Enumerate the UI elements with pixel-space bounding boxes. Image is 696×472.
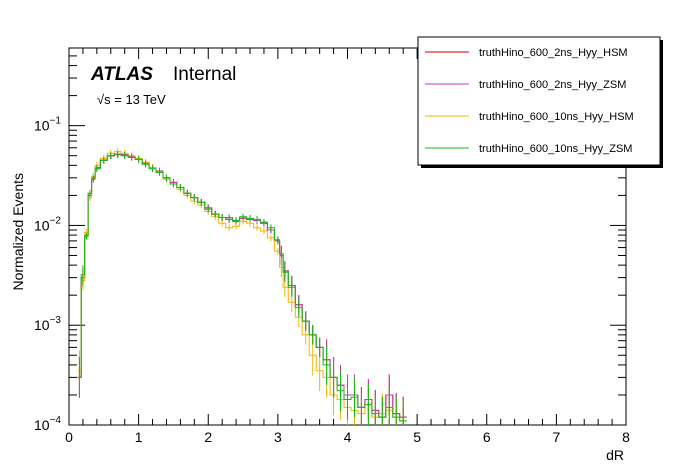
series-line (77, 153, 407, 418)
series-line (77, 154, 407, 422)
x-tick-label: 4 (344, 429, 352, 445)
y-axis-title: Normalized Events (10, 173, 26, 291)
series-line (77, 153, 407, 418)
legend-entry-label: truthHino_600_10ns_Hyy_ZSM (479, 143, 632, 155)
legend-entry-label: truthHino_600_2ns_Hyy_ZSM (479, 79, 626, 91)
series-layer (77, 148, 407, 425)
energy-label: √s = 13 TeV (97, 92, 166, 107)
y-tick-label: 10−4 (34, 415, 61, 433)
series-truthHino_600_10ns_Hyy_ZSM (77, 151, 407, 425)
atlas-label: ATLAS (90, 64, 153, 85)
x-axis-title: dR (606, 447, 624, 463)
series-truthHino_600_10ns_Hyy_HSM (77, 148, 407, 425)
legend-entry-label: truthHino_600_2ns_Hyy_HSM (479, 47, 628, 59)
legend-box (417, 36, 661, 166)
x-tick-label: 0 (65, 429, 73, 445)
x-tick-label: 2 (204, 429, 212, 445)
x-tick-label: 7 (552, 429, 560, 445)
series-truthHino_600_2ns_Hyy_ZSM (77, 150, 407, 425)
series-truthHino_600_2ns_Hyy_HSM (77, 150, 407, 425)
internal-label: Internal (173, 64, 236, 85)
x-axis-ticks: 0 1 2 3 4 5 6 7 8 (65, 48, 630, 445)
x-tick-label: 8 (622, 429, 630, 445)
x-tick-label: 3 (274, 429, 282, 445)
x-tick-label: 1 (135, 429, 143, 445)
series-line (77, 151, 407, 422)
y-tick-label: 10−2 (34, 215, 61, 233)
y-tick-label: 10−1 (34, 116, 61, 134)
x-tick-label: 5 (413, 429, 421, 445)
legend-entry-label: truthHino_600_10ns_Hyy_HSM (479, 111, 634, 123)
y-axis-ticks: 10−1 10−2 10−3 10−4 (34, 55, 626, 433)
legend: truthHino_600_2ns_Hyy_HSM truthHino_600_2… (417, 36, 663, 168)
x-tick-label: 6 (483, 429, 491, 445)
y-tick-label: 10−3 (34, 315, 61, 333)
